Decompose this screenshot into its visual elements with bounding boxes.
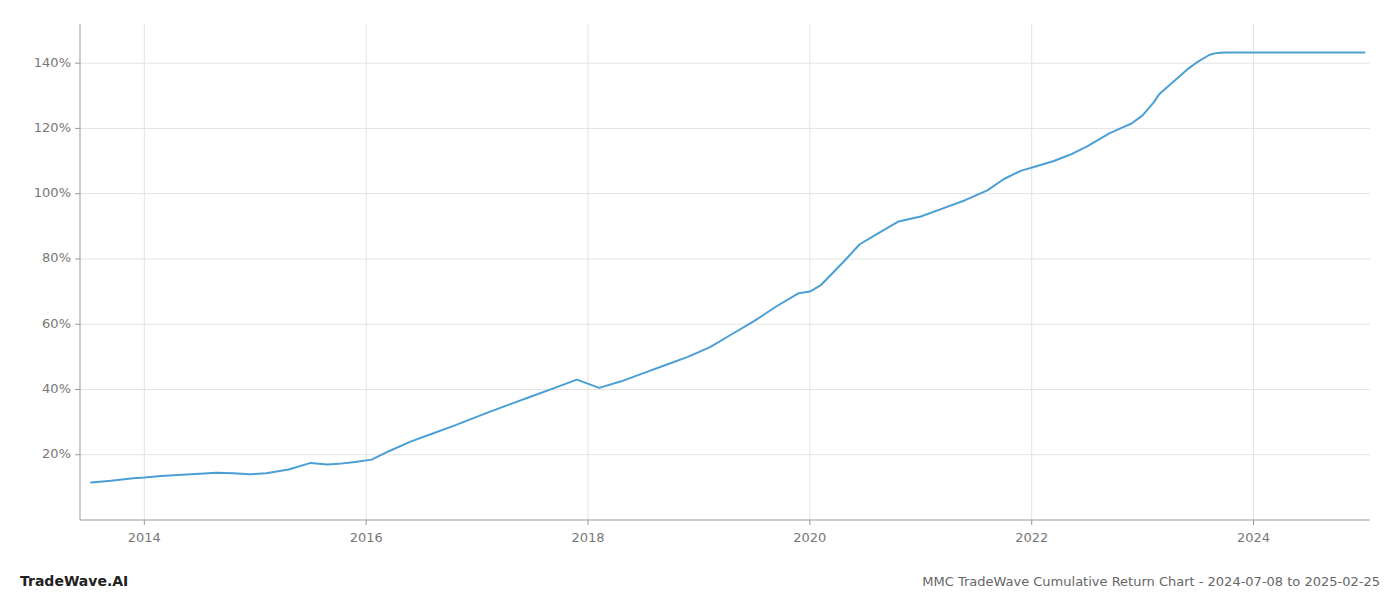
x-tick (588, 520, 589, 525)
y-tick (75, 258, 80, 259)
grid-line-x (1253, 24, 1254, 520)
grid-line-x (809, 24, 810, 520)
x-tick-label: 2022 (1015, 530, 1048, 545)
grid-line-y (80, 389, 1370, 390)
line (91, 52, 1364, 482)
grid-line-y (80, 193, 1370, 194)
grid-line-y (80, 454, 1370, 455)
y-axis: 20% 40% 60% 80% 100% 120% 140% (34, 55, 80, 462)
y-axis-line (80, 24, 81, 520)
y-tick-label: 140% (34, 55, 71, 70)
x-axis: 2014 2016 2018 2020 2022 2024 (128, 520, 1270, 545)
watermark: TradeWave.AI (20, 573, 128, 589)
y-tick (75, 128, 80, 129)
title: MMC TradeWave Cumulative Return Chart - … (922, 574, 1380, 589)
x-tick-label: 2014 (128, 530, 161, 545)
grid (80, 24, 1370, 520)
y-tick (75, 454, 80, 455)
y-tick-label: 100% (34, 185, 71, 200)
y-tick-label: 80% (42, 250, 71, 265)
grid-line-x (366, 24, 367, 520)
grid-line-x (144, 24, 145, 520)
y-tick-label: 20% (42, 446, 71, 461)
x-tick-label: 2016 (350, 530, 383, 545)
grid-line-y (80, 63, 1370, 64)
x-tick-label: 2018 (571, 530, 604, 545)
y-tick (75, 193, 80, 194)
grid-line-x (588, 24, 589, 520)
y-tick (75, 324, 80, 325)
x-tick (809, 520, 810, 525)
grid-line-y (80, 324, 1370, 325)
background (0, 0, 1400, 600)
grid-line-y (80, 258, 1370, 259)
x-tick-label: 2020 (793, 530, 826, 545)
y-tick (75, 389, 80, 390)
x-tick (366, 520, 367, 525)
y-tick-label: 40% (42, 381, 71, 396)
x-tick (1031, 520, 1032, 525)
x-tick (1253, 520, 1254, 525)
plot-area (91, 52, 1364, 482)
x-tick (144, 520, 145, 525)
y-tick-label: 120% (34, 120, 71, 135)
x-tick-label: 2024 (1237, 530, 1270, 545)
y-tick-label: 60% (42, 316, 71, 331)
grid-line-y (80, 128, 1370, 129)
x-axis-line (80, 520, 1370, 521)
y-tick (75, 63, 80, 64)
chart: 20% 40% 60% 80% 100% 120% 140% 2014 2016 2018 2020… (0, 0, 1400, 600)
grid-line-x (1031, 24, 1032, 520)
